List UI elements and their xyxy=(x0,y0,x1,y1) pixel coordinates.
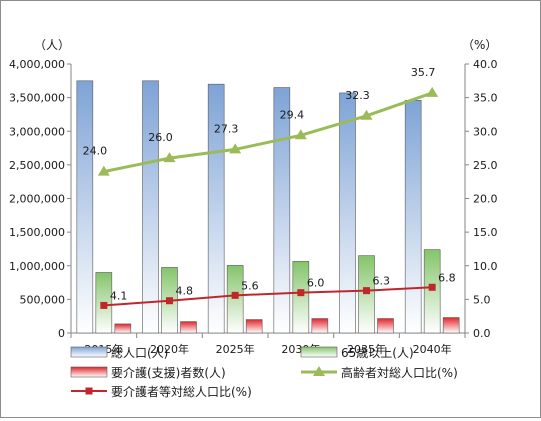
y-left-tick-label: 0 xyxy=(58,327,65,340)
bar-65-and-over xyxy=(358,255,375,334)
legend-label: 総人口(人) xyxy=(111,346,168,360)
y-left-tick-label: 2,500,000 xyxy=(9,159,65,172)
data-label-elderly-ratio: 29.4 xyxy=(280,108,305,121)
y-left-tick-label: 1,000,000 xyxy=(9,260,65,273)
legend-label: 高齢者対総人口比(%) xyxy=(341,365,458,380)
x-tick-label: 2020年 xyxy=(150,342,189,356)
line-elderly-ratio xyxy=(103,91,433,174)
bar-total-population xyxy=(142,80,159,334)
bar-care-recipients xyxy=(311,318,329,334)
data-label-care-ratio: 5.6 xyxy=(241,279,259,292)
x-tick-label: 2025年 xyxy=(216,342,255,356)
point-care-ratio xyxy=(231,291,239,299)
y-left-tick-label: 1,500,000 xyxy=(9,226,65,239)
x-tick-label: 2040年 xyxy=(413,342,452,356)
point-care-ratio xyxy=(100,301,108,309)
x-tick-label: 2035年 xyxy=(347,342,386,356)
legend-label: 要介護者等対総人口比(%) xyxy=(111,384,252,399)
bar-care-recipients xyxy=(180,321,197,334)
bars xyxy=(76,80,460,334)
y-left-tick-label: 3,000,000 xyxy=(9,125,65,138)
axes: 0 500,000 1,000,000 1,500,000 2,000,000 2,500… xyxy=(9,58,497,356)
data-label-elderly-ratio: 24.0 xyxy=(83,145,108,158)
point-care-ratio xyxy=(363,287,370,295)
data-label-care-ratio: 4.1 xyxy=(110,289,128,302)
legend-label: 65歳以上(人) xyxy=(341,346,414,360)
bar-care-recipients xyxy=(377,318,394,334)
bar-care-recipients xyxy=(114,323,132,334)
point-elderly-ratio xyxy=(163,152,176,163)
data-label-care-ratio: 6.0 xyxy=(307,277,325,290)
legend-marker xyxy=(85,387,93,395)
legend-elderly-ratio: 高齢者対総人口比(%) xyxy=(301,365,458,380)
y-right-tick-label: 30.0 xyxy=(473,125,498,138)
legend-swatch xyxy=(70,346,108,358)
legend-65-and-over: 65歳以上(人) xyxy=(300,346,414,360)
y-right-unit-label: （%） xyxy=(462,38,497,52)
y-right-tick-label: 10.0 xyxy=(473,260,498,273)
legend-care-ratio: 要介護者等対総人口比(%) xyxy=(71,384,252,399)
legend-marker xyxy=(313,366,325,376)
y-left-unit-label: （人） xyxy=(34,38,70,52)
legend: 総人口(人) 65歳以上(人) 要介護(支援)者数(人) 高齢者対総人口比(%) 要介護… xyxy=(70,346,458,399)
y-left-tick-label: 500,000 xyxy=(20,293,66,306)
line-care-ratio xyxy=(103,286,433,307)
data-label-care-ratio: 6.3 xyxy=(373,275,391,288)
data-label-elderly-ratio: 35.7 xyxy=(411,66,436,79)
legend-swatch xyxy=(300,346,338,358)
legend-label: 要介護(支援)者数(人) xyxy=(111,365,226,380)
legend-swatch xyxy=(70,366,108,378)
y-right-tick-label: 0.0 xyxy=(473,327,491,340)
point-care-ratio xyxy=(166,297,173,305)
y-left-tick-label: 2,000,000 xyxy=(9,193,65,206)
y-right-tick-label: 5.0 xyxy=(473,293,491,306)
bar-65-and-over xyxy=(226,265,244,334)
y-right-tick-label: 20.0 xyxy=(473,193,498,206)
y-right-tick-label: 40.0 xyxy=(473,58,498,71)
legend-total-population: 総人口(人) xyxy=(70,346,168,360)
bar-care-recipients xyxy=(442,317,460,334)
point-elderly-ratio xyxy=(360,109,373,120)
y-left-tick-label: 3,500,000 xyxy=(9,92,65,105)
bar-65-and-over xyxy=(292,261,310,334)
data-label-care-ratio: 6.8 xyxy=(438,271,456,284)
data-label-elderly-ratio: 27.3 xyxy=(214,122,239,135)
point-elderly-ratio xyxy=(294,129,307,140)
bar-65-and-over xyxy=(423,249,441,334)
data-label-elderly-ratio: 32.3 xyxy=(345,89,370,102)
y-right-tick-label: 35.0 xyxy=(473,92,498,105)
y-right-tick-label: 25.0 xyxy=(473,159,498,172)
point-elderly-ratio xyxy=(426,86,439,97)
point-elderly-ratio xyxy=(97,165,110,176)
legend-care-recipients: 要介護(支援)者数(人) xyxy=(70,365,226,380)
bar-total-population xyxy=(404,100,422,334)
y-left-tick-label: 4,000,000 xyxy=(9,58,65,71)
point-care-ratio xyxy=(428,283,436,291)
point-elderly-ratio xyxy=(229,143,242,154)
data-label-elderly-ratio: 26.0 xyxy=(148,131,173,144)
data-label-care-ratio: 4.8 xyxy=(176,285,194,298)
y-right-tick-label: 15.0 xyxy=(473,226,498,239)
bar-total-population xyxy=(339,92,356,334)
bar-total-population xyxy=(273,87,291,334)
point-care-ratio xyxy=(297,289,305,297)
lines: 24.0 26.0 27.3 29.4 32.3 35.7 4.1 4.8 5.6 6.0 6.3 6… xyxy=(83,66,456,309)
bar-care-recipients xyxy=(245,319,263,334)
bar-total-population xyxy=(207,83,225,334)
bar-total-population xyxy=(76,80,94,334)
